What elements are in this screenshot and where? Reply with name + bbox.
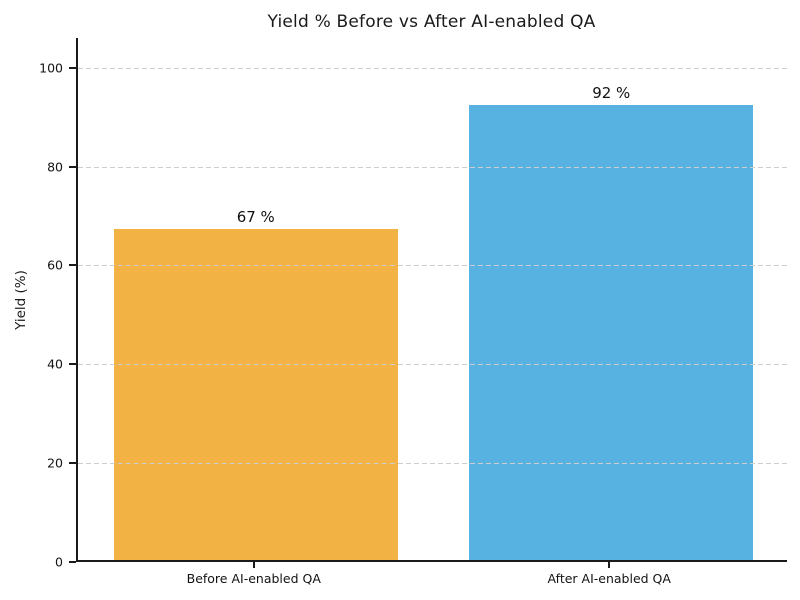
y-tick-mark-60 bbox=[69, 264, 76, 267]
y-tick-mark-20 bbox=[69, 462, 76, 465]
gridline-y-60 bbox=[78, 265, 787, 267]
gridline-y-40 bbox=[78, 364, 787, 366]
y-tick-label-60: 60 bbox=[47, 257, 63, 273]
x-tick-label-before: Before AI-enabled QA bbox=[186, 571, 321, 586]
y-tick-label-0: 0 bbox=[55, 554, 63, 570]
y-tick-label-40: 40 bbox=[47, 356, 63, 372]
plot-area: 67 % 92 % bbox=[76, 38, 787, 562]
y-tick-mark-100 bbox=[69, 66, 76, 69]
gridline-y-80 bbox=[78, 166, 787, 168]
chart-title: Yield % Before vs After AI-enabled QA bbox=[267, 12, 596, 32]
y-tick-mark-40 bbox=[69, 363, 76, 366]
bar-before bbox=[113, 228, 398, 560]
y-tick-mark-80 bbox=[69, 165, 76, 168]
x-tick-mark-before bbox=[252, 562, 255, 568]
gridline-y-100 bbox=[78, 67, 787, 69]
gridline-y-20 bbox=[78, 463, 787, 465]
x-tick-label-after: After AI-enabled QA bbox=[547, 571, 671, 586]
y-axis-label: Yield (%) bbox=[13, 270, 29, 330]
bar-after bbox=[469, 105, 754, 560]
y-tick-label-100: 100 bbox=[39, 60, 63, 76]
x-tick-mark-after bbox=[608, 562, 611, 568]
bar-value-label-after: 92 % bbox=[592, 84, 631, 103]
y-tick-mark-0 bbox=[69, 561, 76, 563]
y-tick-label-80: 80 bbox=[47, 159, 63, 175]
bar-value-label-before: 67 % bbox=[236, 207, 275, 226]
y-tick-label-20: 20 bbox=[47, 455, 63, 471]
